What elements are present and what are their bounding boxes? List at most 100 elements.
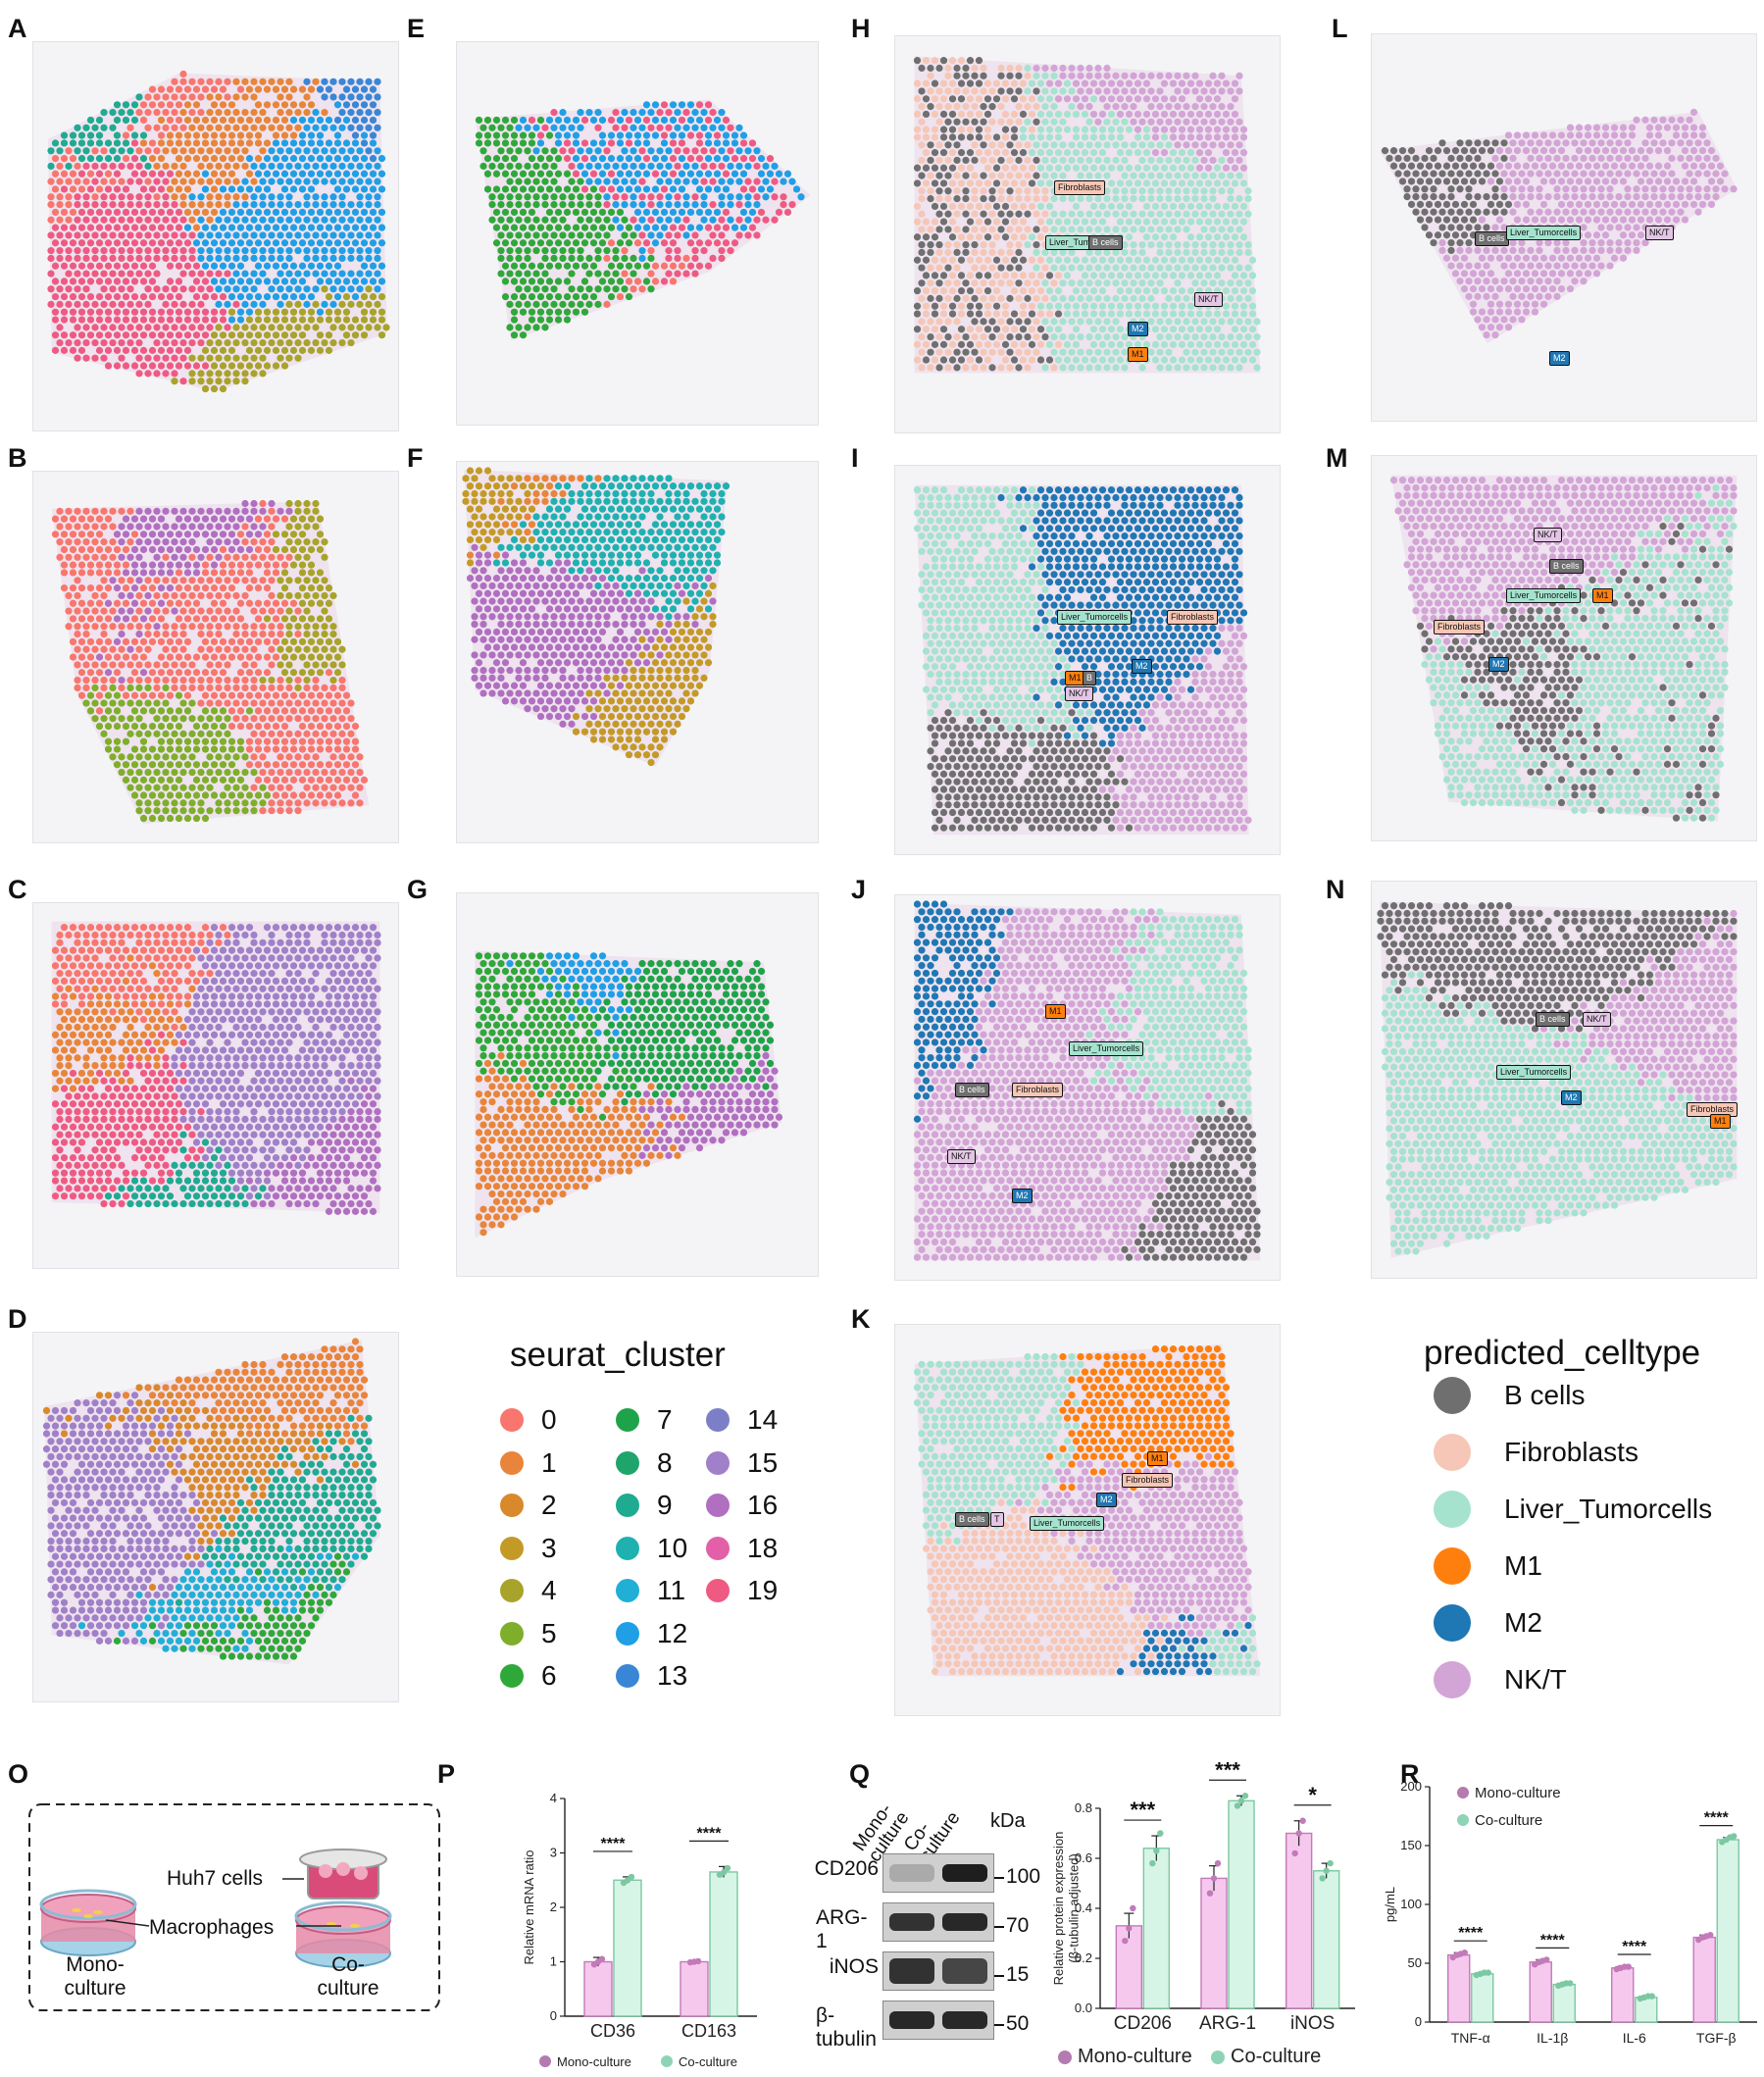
- legend-dot: [616, 1579, 639, 1602]
- celltype-tag: M2: [1012, 1189, 1033, 1203]
- legend-dot: [1434, 1604, 1471, 1642]
- blot-marker-tick: [994, 1975, 1004, 1977]
- blot-band: [942, 1913, 987, 1931]
- legend-dot: [1434, 1661, 1471, 1698]
- bar-co-culture: [1716, 1839, 1739, 2023]
- data-point: [1731, 1833, 1738, 1840]
- data-point: [1153, 1848, 1160, 1854]
- seurat-legend-item: 3: [500, 1533, 557, 1564]
- blot-band: [889, 2011, 934, 2029]
- legend-dot: [616, 1494, 639, 1517]
- spatial-map-b: [32, 471, 399, 843]
- seurat-legend-item: 2: [500, 1490, 557, 1521]
- y-tick-label: 0.4: [1075, 1900, 1092, 1915]
- category-label: TGF-β: [1696, 2030, 1737, 2046]
- y-tick-label: 0.8: [1075, 1800, 1092, 1815]
- seurat-legend-item: 7: [616, 1404, 673, 1436]
- bar-mono-culture: [1529, 1961, 1552, 2023]
- blot-band: [942, 1864, 987, 1882]
- blot-marker-tick: [994, 1877, 1004, 1879]
- legend-label: Co-culture: [1231, 2046, 1321, 2067]
- bar-mono-culture: [1115, 1925, 1143, 2009]
- significance-label: ****: [1458, 1925, 1484, 1942]
- data-point: [1291, 1849, 1298, 1857]
- legend-dot: [500, 1621, 524, 1646]
- panel-label-c: C: [8, 875, 27, 904]
- legend-marker: [1211, 2051, 1225, 2064]
- spatial-map-e: [456, 41, 819, 426]
- legend-dot: [616, 1450, 639, 1475]
- y-tick-label: 4: [550, 1791, 557, 1805]
- panel-label-b: B: [8, 443, 27, 473]
- legend-dot: [616, 1621, 639, 1646]
- celltype-tag: M1: [1710, 1114, 1731, 1129]
- macrophages-label: Macrophages: [149, 1916, 275, 1939]
- seurat-legend-item: 8: [616, 1447, 673, 1479]
- y-tick-label: 0.2: [1075, 1950, 1092, 1965]
- data-point: [1126, 1925, 1133, 1932]
- spatial-map-k: [894, 1324, 1281, 1716]
- bar-co-culture: [1552, 1983, 1576, 2023]
- celltype-tag: M2: [1488, 657, 1509, 672]
- legend-dot: [1434, 1377, 1471, 1414]
- data-point: [1241, 1793, 1249, 1799]
- significance-label: ***: [1130, 1798, 1155, 1822]
- spatial-map-j: [894, 894, 1281, 1281]
- legend-dot: [1434, 1434, 1471, 1471]
- celltype-tag: M1: [1128, 347, 1148, 362]
- data-point: [1543, 1956, 1550, 1963]
- seurat-legend-item: 4: [500, 1575, 557, 1606]
- data-point: [1234, 1802, 1241, 1809]
- legend-dot: [706, 1408, 730, 1432]
- celltype-tag: NK/T: [1194, 292, 1223, 307]
- blot-band: [889, 1913, 934, 1931]
- seurat-legend-item: 5: [500, 1618, 557, 1649]
- chart-p-mrna: 0 1 2 3 4 Relative mRNA ratio **** CD36 **** CD16…: [522, 1791, 757, 2069]
- mono-culture-dish-icon: [39, 1889, 137, 1956]
- data-point: [1485, 1969, 1491, 1976]
- seurat-legend-item: 18: [706, 1533, 778, 1564]
- celltype-tag: B: [1083, 671, 1097, 685]
- panel-label-e: E: [407, 14, 426, 43]
- data-point: [1648, 1993, 1655, 2000]
- spatial-map-n: [1371, 881, 1757, 1279]
- celltype-tag: Liver_Tumorcells: [1057, 610, 1133, 625]
- seurat-legend-item: 1: [500, 1447, 557, 1479]
- data-point: [1122, 1937, 1129, 1945]
- y-axis-label: (β-tubulin adjusted): [1067, 1853, 1082, 1963]
- celltype-tag: Liver_Tumorcells: [1030, 1516, 1105, 1531]
- celltype-tag: NK/T: [947, 1149, 976, 1164]
- category-label: IL-6: [1623, 2030, 1646, 2046]
- celltype-tag: M2: [1128, 322, 1148, 336]
- significance-label: ****: [1704, 1810, 1730, 1827]
- legend-label: Mono-culture: [557, 2054, 631, 2069]
- legend-marker: [539, 2055, 551, 2067]
- bar-co-culture: [1471, 1973, 1494, 2023]
- bar-mono-culture: [1611, 1967, 1635, 2023]
- legend-label: Co-culture: [679, 2054, 737, 2069]
- coculture-schematic: [28, 1803, 440, 2011]
- celltype-tag: B cells: [955, 1083, 989, 1097]
- data-point: [724, 1864, 731, 1872]
- celltype-tag: NK/T: [1583, 1012, 1611, 1027]
- significance-label: ***: [1215, 1757, 1240, 1782]
- legend-dot: [1434, 1547, 1471, 1585]
- significance-label: ****: [1622, 1939, 1647, 1955]
- panel-label-f: F: [407, 443, 424, 473]
- bar-co-culture: [709, 1871, 738, 2017]
- data-point: [720, 1869, 728, 1876]
- blot-row-label: CD206: [814, 1857, 879, 1880]
- celltype-tag: M1: [1045, 1004, 1066, 1019]
- legend-dot: [500, 1450, 524, 1475]
- legend-dot: [500, 1408, 524, 1432]
- bar-mono-culture: [680, 1960, 709, 2017]
- blot-band-strip: [882, 1902, 994, 1942]
- chart-r-cytokines: 0 50 100 150 200 pg/mL **** TNF-α **** IL-1β **** I…: [1383, 1779, 1757, 2046]
- panel-label-p: P: [437, 1759, 456, 1789]
- celltype-legend-title: predicted_celltype: [1424, 1334, 1701, 1372]
- celltype-tag: NK/T: [1534, 528, 1562, 542]
- celltype-tag: M1: [1147, 1451, 1168, 1466]
- celltype-tag: Liver_Tum: [1045, 235, 1095, 250]
- celltype-tag: M2: [1549, 351, 1570, 366]
- seurat-legend-item: 10: [616, 1533, 687, 1564]
